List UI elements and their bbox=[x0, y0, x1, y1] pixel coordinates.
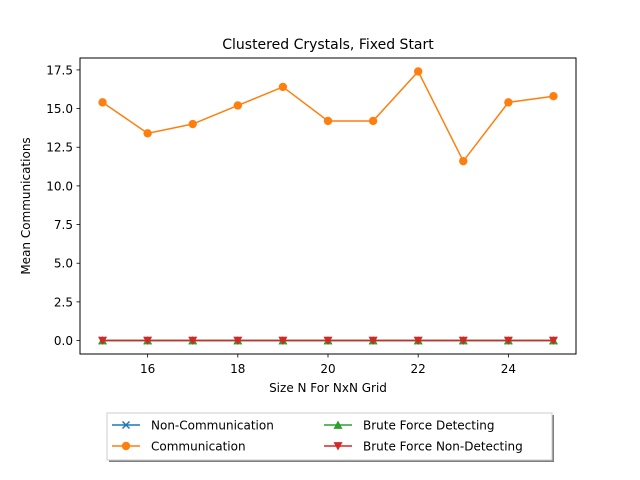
data-point bbox=[459, 156, 468, 166]
data-point bbox=[368, 116, 378, 126]
legend-item: Brute Force Detecting bbox=[324, 419, 495, 433]
y-tick-label: 12.5 bbox=[46, 141, 73, 155]
data-point bbox=[188, 336, 198, 346]
legend-label: Non-Communication bbox=[151, 419, 274, 433]
data-point bbox=[233, 336, 243, 346]
legend-label: Brute Force Detecting bbox=[363, 419, 495, 433]
legend-item: Brute Force Non-Detecting bbox=[324, 440, 523, 454]
data-point bbox=[413, 336, 423, 346]
chart-title: Clustered Crystals, Fixed Start bbox=[222, 37, 434, 53]
legend: Non-Communication Communication Brute Forc… bbox=[106, 412, 554, 462]
x-tick-label: 18 bbox=[230, 362, 245, 376]
data-point bbox=[143, 336, 153, 346]
data-point bbox=[98, 336, 108, 346]
x-axis: 16 18 20 22 24 bbox=[140, 354, 516, 376]
data-point bbox=[504, 98, 513, 107]
data-point bbox=[368, 336, 378, 346]
data-point bbox=[278, 82, 288, 92]
y-axis: 0.0 2.5 5.0 7.5 10.0 12.5 15.0 17.5 bbox=[46, 63, 80, 348]
data-point bbox=[323, 116, 333, 126]
legend-box bbox=[106, 412, 553, 461]
y-axis-label: Mean Communications bbox=[19, 137, 33, 274]
plot-marks bbox=[98, 67, 558, 346]
y-tick-label: 0.0 bbox=[54, 334, 73, 348]
data-point bbox=[278, 336, 288, 346]
data-point bbox=[458, 336, 468, 346]
legend-marker bbox=[333, 420, 343, 429]
x-tick-label: 16 bbox=[140, 362, 155, 376]
legend-label: Communication bbox=[151, 440, 246, 454]
legend-item: Communication bbox=[112, 440, 246, 454]
legend-marker bbox=[333, 442, 343, 451]
series-2 bbox=[98, 67, 558, 166]
legend-label: Brute Force Non-Detecting bbox=[363, 440, 523, 454]
y-tick-label: 10.0 bbox=[46, 179, 73, 193]
y-tick-label: 2.5 bbox=[54, 295, 73, 309]
x-axis-label: Size N For NxN Grid bbox=[269, 381, 387, 395]
series-4 bbox=[98, 336, 558, 346]
x-tick-label: 24 bbox=[501, 362, 516, 376]
y-tick-label: 5.0 bbox=[54, 257, 73, 271]
x-tick-label: 22 bbox=[411, 362, 426, 376]
data-point bbox=[503, 336, 513, 346]
data-point bbox=[98, 98, 107, 107]
data-point bbox=[143, 129, 152, 138]
data-point bbox=[233, 101, 243, 110]
data-point bbox=[413, 67, 423, 76]
data-point bbox=[323, 336, 333, 346]
y-tick-label: 15.0 bbox=[46, 102, 73, 116]
x-tick-label: 20 bbox=[320, 362, 335, 376]
legend-marker bbox=[121, 441, 131, 451]
y-tick-label: 17.5 bbox=[46, 63, 73, 77]
data-point bbox=[188, 119, 197, 129]
legend-marker bbox=[121, 420, 131, 430]
data-point bbox=[549, 91, 558, 101]
data-point bbox=[548, 336, 558, 346]
y-tick-label: 7.5 bbox=[54, 218, 73, 232]
legend-item: Non-Communication bbox=[112, 419, 274, 433]
